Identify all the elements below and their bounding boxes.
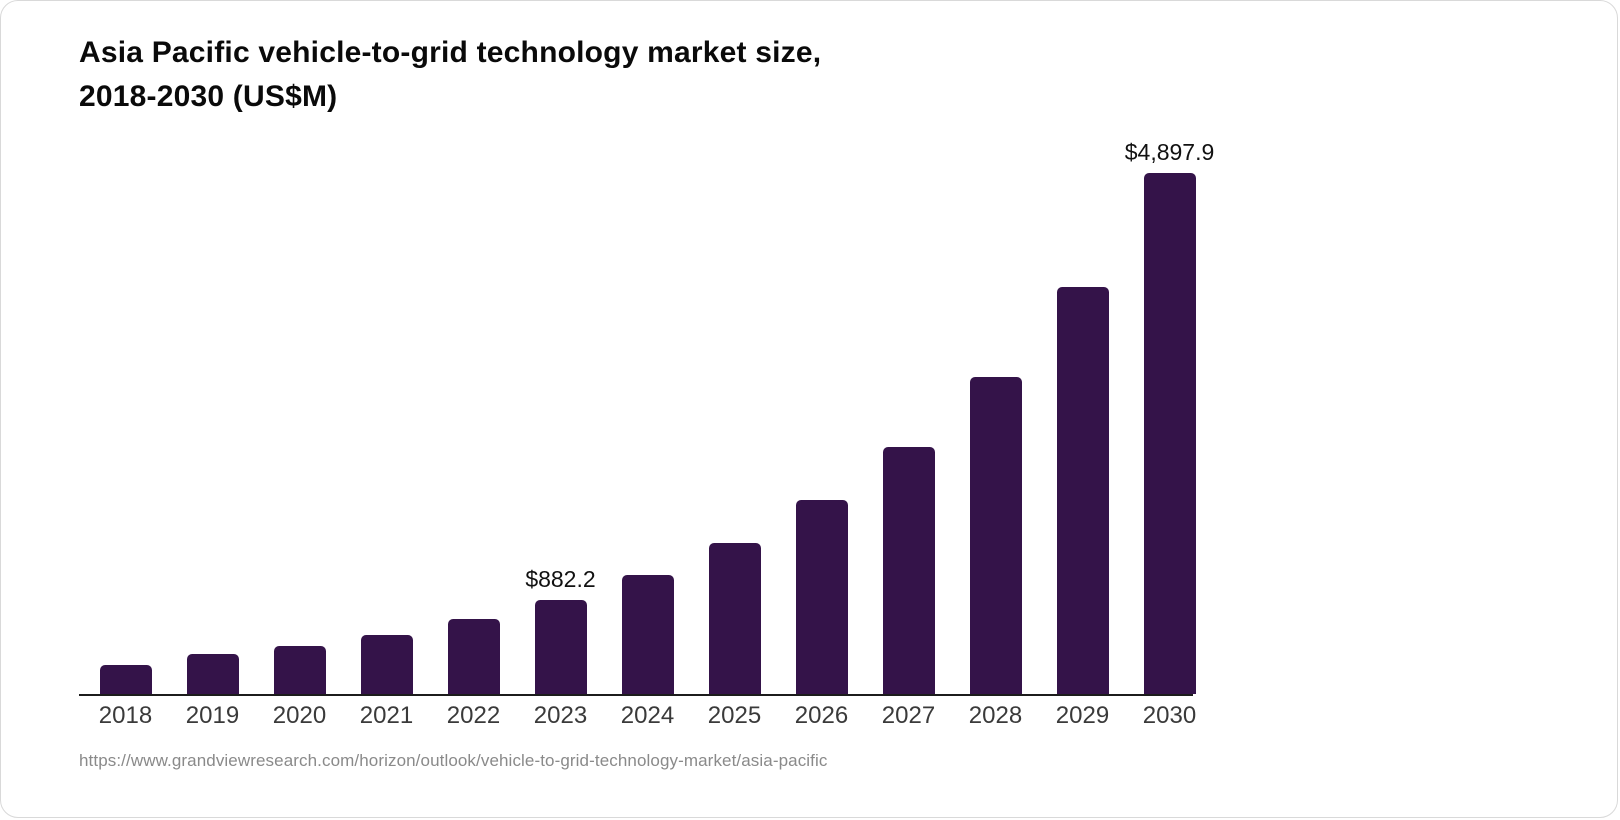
bar-column-2025 xyxy=(691,134,778,694)
x-tick-2022: 2022 xyxy=(446,702,501,729)
bar-column-2028 xyxy=(952,134,1039,694)
data-label-2030: $4,897.9 xyxy=(1124,139,1215,165)
x-axis-tick-labels: 2018 2019 2020 2021 2022 2023 2024 2025 2026 2027… xyxy=(82,702,1213,730)
chart-title-line1: Asia Pacific vehicle-to-grid technology … xyxy=(79,36,822,69)
bar-2020 xyxy=(273,646,326,694)
bar-column-2029 xyxy=(1039,134,1126,694)
bar-2022 xyxy=(447,619,500,694)
x-tick-2030: 2030 xyxy=(1142,702,1197,729)
chart-title-line2: 2018-2030 (US$M) xyxy=(79,80,338,113)
bar-2029 xyxy=(1056,287,1109,694)
x-tick-2023: 2023 xyxy=(533,702,588,729)
source-url: https://www.grandviewresearch.com/horizo… xyxy=(79,751,828,770)
x-axis-line xyxy=(79,694,1193,696)
x-tick-2029: 2029 xyxy=(1055,702,1110,729)
bar-2030 xyxy=(1143,173,1196,694)
x-tick-2026: 2026 xyxy=(794,702,849,729)
x-tick-2024: 2024 xyxy=(620,702,675,729)
bar-column-2022 xyxy=(430,134,517,694)
bar-2023 xyxy=(534,600,587,694)
bar-column-2018 xyxy=(82,134,169,694)
bar-2025 xyxy=(708,543,761,694)
bar-2021 xyxy=(360,635,413,694)
bar-column-2019 xyxy=(169,134,256,694)
x-tick-2021: 2021 xyxy=(359,702,414,729)
bar-2026 xyxy=(795,500,848,694)
bar-chart-plot-area: $882.2 $4,897.9 xyxy=(82,134,1215,694)
bar-2028 xyxy=(969,377,1022,694)
bar-column-2023: $882.2 xyxy=(517,134,604,694)
x-tick-2018: 2018 xyxy=(98,702,153,729)
x-tick-2019: 2019 xyxy=(185,702,240,729)
data-label-2023: $882.2 xyxy=(525,566,596,592)
bar-2018 xyxy=(99,665,152,694)
x-tick-2025: 2025 xyxy=(707,702,762,729)
bar-column-2030: $4,897.9 xyxy=(1124,134,1215,694)
bar-column-2024 xyxy=(604,134,691,694)
x-tick-2027: 2027 xyxy=(881,702,936,729)
x-tick-2028: 2028 xyxy=(968,702,1023,729)
x-tick-2020: 2020 xyxy=(272,702,327,729)
bar-column-2020 xyxy=(256,134,343,694)
bar-column-2026 xyxy=(778,134,865,694)
bar-column-2027 xyxy=(865,134,952,694)
chart-title: Asia Pacific vehicle-to-grid technology … xyxy=(79,31,821,119)
bar-2019 xyxy=(186,654,239,694)
bar-2024 xyxy=(621,575,674,694)
bar-column-2021 xyxy=(343,134,430,694)
bar-2027 xyxy=(882,447,935,694)
